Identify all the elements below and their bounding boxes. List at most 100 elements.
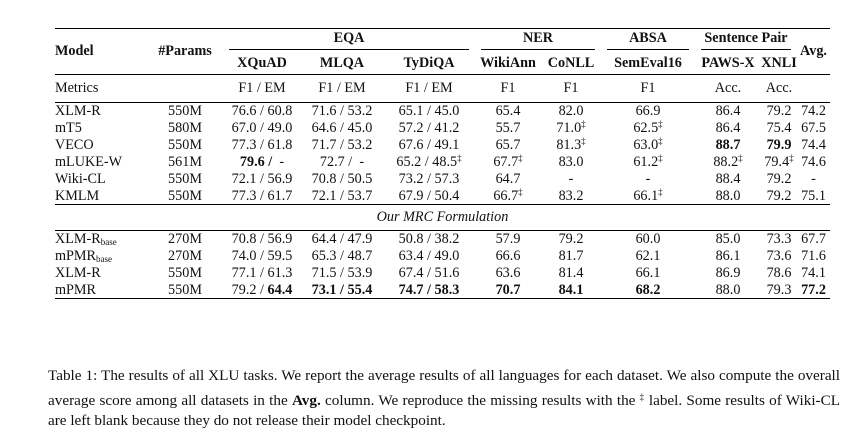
table-cell: 88.0 bbox=[695, 282, 761, 299]
cell-value: 71.0 bbox=[556, 120, 582, 137]
cell-value: 63.4 / 49.0 bbox=[398, 247, 460, 264]
cell-value: 72.1 / 56.9 bbox=[231, 170, 293, 187]
cell-value: 67.0 / 49.0 bbox=[231, 119, 293, 136]
cell-value-bold: 64.4 bbox=[267, 281, 293, 298]
cell-value: 70.7 bbox=[495, 281, 521, 298]
table-cell: 79.9 bbox=[761, 137, 797, 154]
table-row: KMLM 550M 77.3 / 61.7 72.1 / 53.7 67.9 / 50.… bbox=[55, 188, 830, 205]
dagger-mark: ‡ bbox=[518, 187, 523, 198]
cell-value: 73.6 bbox=[766, 247, 792, 264]
cell-value: 88.4 bbox=[715, 170, 741, 187]
table-cell: 74.1 bbox=[797, 265, 830, 282]
cell-value: 82.0 bbox=[558, 103, 584, 120]
cell-value: 71.7 / 53.2 bbox=[311, 136, 373, 153]
table-cell: 66.1 bbox=[601, 265, 695, 282]
metrics-row: Metrics F1 / EM F1 / EM F1 / EM F1 F1 F1… bbox=[55, 74, 830, 103]
cell-value: 77.3 / 61.8 bbox=[231, 136, 293, 153]
table-cell: 79.2 bbox=[761, 188, 797, 205]
table-cell: 63.6 bbox=[475, 265, 541, 282]
table-cell: 57.9 bbox=[475, 231, 541, 248]
table-caption: Table 1: The results of all XLU tasks. W… bbox=[48, 366, 840, 432]
table-cell: 65.4 bbox=[475, 103, 541, 120]
table-cell: 68.2 bbox=[601, 282, 695, 299]
table-cell: 83.0 bbox=[541, 154, 601, 171]
metric-cell: Acc. bbox=[765, 80, 793, 97]
cell-value: 65.1 / 45.0 bbox=[398, 103, 460, 120]
cell-value: - bbox=[645, 170, 651, 187]
cell-value: 77.3 / 61.7 bbox=[231, 187, 293, 204]
group-absa: ABSA bbox=[601, 29, 695, 53]
cell-value: 86.1 bbox=[715, 247, 741, 264]
cell-value: 88.2 bbox=[713, 154, 739, 171]
cell-value: 62.5 bbox=[633, 120, 659, 137]
model-params: 550M bbox=[168, 170, 202, 187]
table-cell: 65.7 bbox=[475, 137, 541, 154]
cell-value: 66.1 bbox=[633, 188, 659, 205]
cell-value: 67.9 / 50.4 bbox=[398, 187, 460, 204]
cell-value: 66.6 bbox=[495, 247, 521, 264]
model-name: XLM-R bbox=[55, 103, 101, 120]
section-row: Our MRC Formulation bbox=[55, 204, 830, 231]
dataset-xnli: XNLI bbox=[761, 55, 797, 72]
table-row: mT5 580M 67.0 / 49.0 64.6 / 45.0 57.2 / 41.2… bbox=[55, 120, 830, 137]
table-cell: 79.2 / 64.4 bbox=[223, 282, 301, 299]
table-cell: - bbox=[541, 171, 601, 188]
table-cell: 79.2 bbox=[761, 171, 797, 188]
group-eqa: EQA bbox=[223, 29, 475, 53]
table-cell: 88.2‡ bbox=[695, 154, 761, 171]
cell-value: 74.6 bbox=[801, 153, 826, 170]
cell-value: 86.9 bbox=[715, 264, 741, 281]
table-row: mPMR 550M 79.2 / 64.4 73.1 / 55.4 74.7 / 58.… bbox=[55, 282, 830, 299]
cell-value: 63.0 bbox=[633, 137, 659, 154]
cell-value: - bbox=[811, 170, 816, 187]
table-row: XLM-R 550M 77.1 / 61.3 71.5 / 53.9 67.4 / 51… bbox=[55, 265, 830, 282]
model-name: KMLM bbox=[55, 187, 100, 204]
table-row: Wiki-CL 550M 72.1 / 56.9 70.8 / 50.5 73.2 / … bbox=[55, 171, 830, 188]
cell-value: 66.7 bbox=[493, 188, 519, 205]
caption-bold: Avg. bbox=[291, 391, 321, 409]
cell-value: 65.4 bbox=[495, 103, 521, 120]
table-cell: 79.2 bbox=[761, 103, 797, 120]
cell-value: 83.0 bbox=[558, 153, 584, 170]
table-cell: 65.1 / 45.0 bbox=[383, 103, 475, 120]
cell-value: 57.9 bbox=[495, 231, 521, 248]
cell-value: 75.1 bbox=[801, 187, 826, 204]
table-cell: 71.6 / 53.2 bbox=[301, 103, 383, 120]
table-cell: 79.3 bbox=[761, 282, 797, 299]
table-cell: 67.0 / 49.0 bbox=[223, 120, 301, 137]
cell-value: 86.4 bbox=[715, 103, 741, 120]
dataset-tydiqa: TyDiQA bbox=[403, 55, 455, 72]
table-row: mPMRbase 270M 74.0 / 59.5 65.3 / 48.7 63.4 /… bbox=[55, 248, 830, 265]
group-ner-label: NER bbox=[481, 31, 595, 51]
table-cell: 74.2 bbox=[797, 103, 830, 120]
metric-cell: F1 bbox=[640, 80, 656, 97]
cell-value: 83.2 bbox=[558, 187, 584, 204]
cell-value: 68.2 bbox=[635, 281, 661, 298]
model-name: mLUKE-W bbox=[55, 153, 122, 170]
cell-dash: - bbox=[272, 153, 285, 170]
table-cell: 86.4 bbox=[695, 120, 761, 137]
group-ner: NER bbox=[475, 29, 601, 53]
table-row: VECO 550M 77.3 / 61.8 71.7 / 53.2 67.6 / 49.… bbox=[55, 137, 830, 154]
table-cell: 83.2 bbox=[541, 188, 601, 205]
cell-value: 79.6 / bbox=[239, 153, 273, 170]
table-cell: - bbox=[601, 171, 695, 188]
table-cell: 67.4 / 51.6 bbox=[383, 265, 475, 282]
model-name: VECO bbox=[55, 136, 94, 153]
table-cell: 62.5‡ bbox=[601, 120, 695, 137]
header-avg: Avg. bbox=[800, 43, 827, 60]
table-cell: 81.7 bbox=[541, 248, 601, 265]
table-cell: 66.7‡ bbox=[475, 188, 541, 205]
cell-value: 71.6 / 53.2 bbox=[311, 103, 373, 120]
table-cell: 57.2 / 41.2 bbox=[383, 120, 475, 137]
model-params: 270M bbox=[168, 231, 202, 248]
cell-dash: - bbox=[352, 153, 365, 170]
mrc-rows: XLM-Rbase 270M 70.8 / 56.9 64.4 / 47.9 50.8 … bbox=[55, 230, 830, 299]
cell-value: 79.2 bbox=[766, 170, 792, 187]
dagger-mark: ‡ bbox=[789, 153, 794, 164]
table-cell: 88.7 bbox=[695, 137, 761, 154]
model-params: 550M bbox=[168, 103, 202, 120]
table-cell: 86.9 bbox=[695, 265, 761, 282]
table-cell: 55.7 bbox=[475, 120, 541, 137]
table-cell: 67.9 / 50.4 bbox=[383, 188, 475, 205]
